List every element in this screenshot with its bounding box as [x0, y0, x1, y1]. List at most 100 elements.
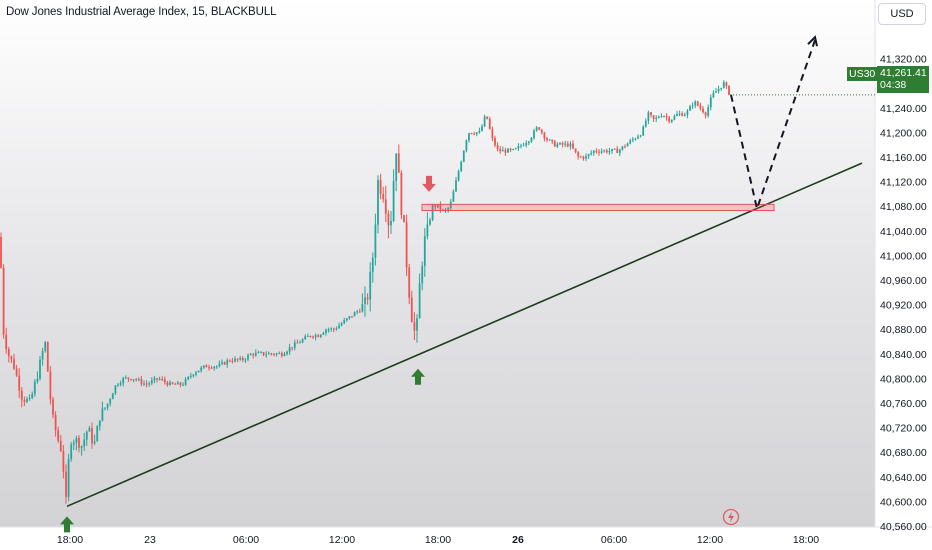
candle-body	[93, 441, 96, 444]
arrow-up-icon	[60, 516, 74, 533]
candle-body	[405, 222, 408, 268]
candle-body	[231, 361, 234, 363]
candle-body	[210, 367, 213, 369]
candle-body	[343, 320, 346, 324]
candle-body	[559, 142, 561, 145]
candle-body	[314, 335, 317, 338]
candle-body	[283, 354, 286, 356]
candle-body	[101, 408, 104, 421]
candle-body	[39, 359, 41, 379]
candle-body	[273, 353, 275, 355]
arrow-down-icon	[422, 175, 436, 192]
candle-body	[184, 379, 187, 385]
candle-body	[5, 334, 8, 350]
candle-body	[182, 384, 184, 386]
y-tick-label: 40,840.00	[880, 349, 927, 361]
candle-body	[548, 139, 551, 141]
candle-body	[379, 180, 382, 194]
candle-body	[244, 359, 247, 361]
candle-body	[533, 130, 535, 139]
candle-body	[364, 297, 366, 304]
candle-body	[296, 342, 299, 344]
candle-body	[494, 138, 496, 146]
candle-body	[442, 209, 444, 211]
candle-body	[720, 87, 723, 89]
candle-body	[52, 399, 54, 415]
candle-body	[31, 394, 34, 398]
candle-body	[639, 135, 642, 137]
candle-body	[647, 112, 650, 121]
candle-body	[634, 138, 637, 140]
candle-body	[163, 379, 166, 383]
candle-body	[226, 360, 229, 365]
candle-body	[330, 328, 333, 330]
candle-body	[702, 108, 704, 113]
y-tick-label: 41,000.00	[880, 250, 927, 262]
candle-body	[135, 379, 138, 381]
candle-body	[75, 437, 78, 443]
candle-body	[670, 119, 673, 122]
candle-body	[106, 403, 109, 408]
candle-body	[699, 105, 702, 109]
candle-body	[119, 383, 122, 385]
candle-body	[590, 152, 593, 155]
candle-body	[514, 148, 517, 150]
candle-body	[306, 335, 309, 337]
candle-body	[234, 358, 236, 362]
candle-body	[728, 85, 730, 95]
candle-body	[366, 297, 369, 300]
candle-body	[215, 366, 218, 368]
candle-body	[304, 336, 307, 340]
candle-body	[413, 322, 416, 331]
candle-body	[691, 105, 694, 107]
candle-body	[356, 311, 359, 313]
candle-body	[54, 414, 57, 431]
y-tick-label: 40,920.00	[880, 300, 927, 312]
candle-body	[587, 154, 590, 157]
support-trendline	[66, 162, 863, 508]
currency-button[interactable]: USD	[878, 3, 926, 25]
y-tick-label: 41,240.00	[880, 103, 927, 115]
candle-body	[712, 92, 715, 98]
candle-body	[535, 127, 538, 131]
candle-body	[127, 377, 130, 380]
candle-body	[468, 133, 470, 141]
y-tick-label: 40,640.00	[880, 472, 927, 484]
candle-body	[608, 150, 611, 153]
candle-body	[696, 101, 699, 106]
candle-body	[403, 215, 405, 223]
candle-body	[603, 150, 606, 152]
candle-body	[13, 359, 15, 369]
candle-body	[124, 377, 127, 379]
candle-body	[395, 153, 398, 181]
candle-body	[0, 236, 2, 268]
candle-body	[416, 318, 418, 331]
projection-path	[730, 39, 816, 213]
candle-body	[18, 375, 21, 391]
candle-body	[483, 116, 486, 127]
candle-body	[725, 82, 728, 86]
x-tick-label: 18:00	[57, 534, 83, 546]
candle-body	[421, 266, 424, 284]
candle-body	[80, 446, 83, 448]
candle-body	[299, 342, 301, 344]
x-tick-label: 06:00	[601, 534, 627, 546]
lightning-bolt-icon[interactable]	[722, 508, 740, 526]
y-tick-label: 40,720.00	[880, 423, 927, 435]
candle-body	[208, 367, 210, 369]
candle-body	[457, 171, 460, 181]
candle-body	[278, 353, 281, 355]
candle-body	[501, 149, 504, 152]
candle-body	[722, 82, 725, 88]
resistance-zone	[421, 203, 775, 212]
candle-body	[249, 354, 252, 356]
candle-body	[496, 145, 499, 149]
candle-body	[478, 130, 481, 133]
candle-body	[689, 106, 691, 111]
candle-body	[553, 141, 556, 147]
y-tick-label: 41,120.00	[880, 177, 927, 189]
candle-body	[130, 379, 132, 381]
candle-body	[481, 126, 483, 131]
candle-body	[252, 354, 255, 356]
